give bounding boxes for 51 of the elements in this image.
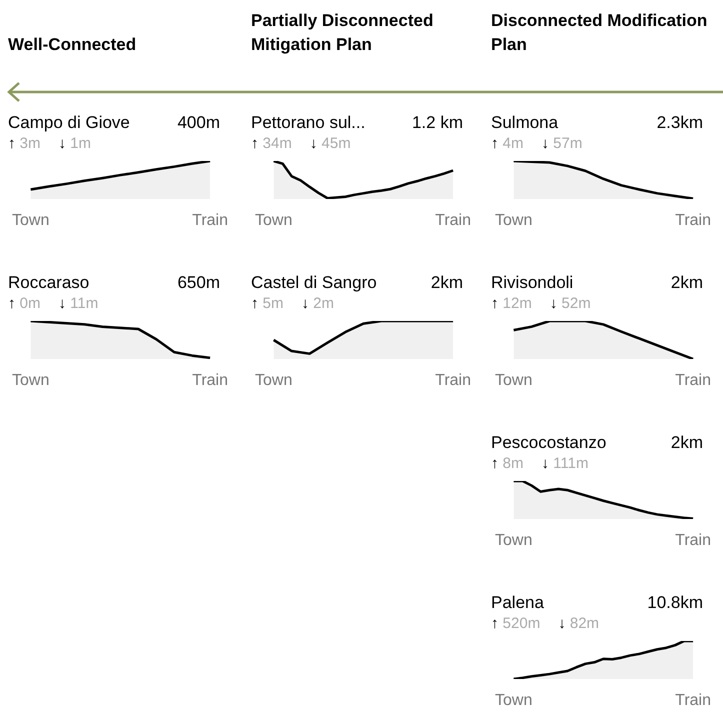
- x-tick-label: Town: [494, 372, 532, 390]
- text: ↑ 3m: [8, 135, 41, 152]
- chart-title: Campo di Giove: [8, 113, 130, 134]
- x-tick-label: Town: [254, 372, 292, 390]
- text: ↓ 82m: [558, 615, 600, 632]
- text: ↓ 57m: [542, 135, 582, 152]
- text: 400m: [177, 113, 220, 134]
- text: ↑ 34m: [251, 135, 292, 152]
- chart-title: Palena: [491, 593, 544, 614]
- chart-title: Pescocostanzo: [491, 433, 606, 454]
- text: ↑ 12m: [491, 295, 532, 312]
- text: ↓ 1m: [58, 135, 92, 152]
- text: ↓ 52m: [550, 295, 591, 312]
- x-tick-label: Town: [494, 212, 532, 230]
- x-tick-label: Train: [435, 212, 471, 230]
- x-tick-label: Train: [675, 212, 711, 230]
- chart-title: Rivisondoli: [491, 273, 574, 294]
- text: 650m: [177, 273, 220, 294]
- x-tick-label: Train: [192, 212, 228, 230]
- text: ↓ 2m: [302, 295, 334, 312]
- chart-title: Castel di Sangro: [251, 273, 377, 294]
- x-tick-label: Train: [675, 692, 711, 710]
- x-tick-label: Town: [494, 692, 532, 710]
- x-tick-label: Town: [254, 212, 292, 230]
- text: 2.3km: [656, 113, 703, 134]
- text: ↓ 111m: [542, 455, 588, 472]
- x-tick-label: Town: [494, 532, 532, 550]
- chart-title: Sulmona: [491, 113, 558, 134]
- text: ↑ 520m: [491, 615, 540, 632]
- text: Disconnected Modification Plan: [491, 10, 708, 56]
- x-tick-label: Town: [12, 212, 50, 230]
- text: ↑ 0m: [8, 295, 41, 312]
- x-tick-label: Town: [12, 372, 50, 390]
- text: 10.8km: [647, 593, 703, 614]
- text: 2km: [670, 273, 703, 294]
- x-tick-label: Train: [435, 372, 471, 390]
- x-tick-label: Train: [675, 532, 711, 550]
- text: 2km: [430, 273, 463, 294]
- text: 2km: [670, 433, 703, 454]
- text: ↓ 11m: [58, 295, 98, 312]
- chart-title: Pettorano sul...: [251, 113, 366, 134]
- text: 1.2 km: [412, 113, 463, 134]
- x-tick-label: Train: [675, 372, 711, 390]
- text: ↑ 5m: [251, 295, 284, 312]
- text: ↓ 45m: [310, 135, 351, 152]
- text: Partially Disconnected Mitigation Plan: [251, 10, 434, 56]
- chart-title: Roccaraso: [8, 273, 90, 294]
- text: ↑ 8m: [491, 455, 524, 472]
- text: Well-Connected: [8, 34, 138, 56]
- x-tick-label: Train: [192, 372, 228, 390]
- text: ↑ 4m: [491, 135, 524, 152]
